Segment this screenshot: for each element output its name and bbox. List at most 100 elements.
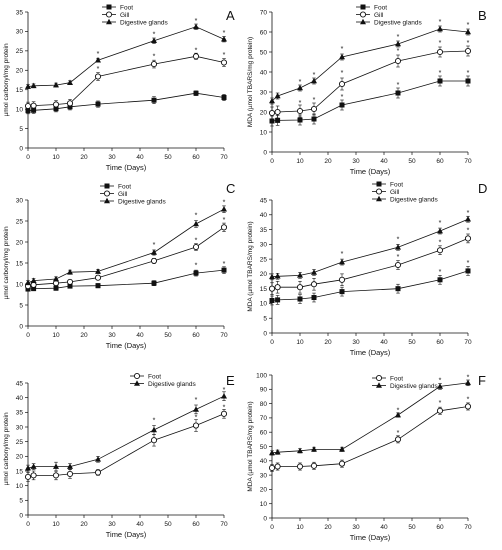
data-point — [193, 90, 199, 96]
x-tick-label: 70 — [464, 158, 472, 165]
data-point — [339, 289, 345, 295]
y-tick-label: 70 — [260, 415, 268, 422]
data-point — [268, 464, 276, 472]
legend-label: Foot — [374, 4, 387, 11]
legend-marker — [360, 4, 366, 10]
significance-asterisk: * — [397, 254, 400, 261]
series-line — [271, 406, 469, 469]
series-digestive-glands — [269, 215, 471, 281]
x-tick-label: 30 — [352, 339, 360, 346]
x-tick-label: 60 — [436, 158, 444, 165]
data-point — [437, 25, 443, 32]
x-tick-label: 0 — [26, 521, 30, 528]
legend-label: Foot — [118, 183, 131, 190]
y-tick-label: 15 — [16, 468, 24, 475]
significance-asterisk: * — [299, 79, 302, 86]
series-foot — [24, 409, 228, 482]
chart-panel-f: 0 10 20 30 40 50 60 70 0 10 20 30 40 50 60 70 80 90 100 Tim… — [247, 372, 486, 542]
y-tick-label: 40 — [260, 212, 268, 219]
axis-lines — [27, 12, 224, 149]
x-tick-label: 70 — [220, 154, 228, 161]
y-tick-label: 10 — [16, 281, 24, 288]
chart-panel-e: 0 10 20 30 40 50 60 70 0 5 10 15 20 25 30 35 40 45 Time (D… — [3, 372, 235, 539]
legend-marker — [103, 190, 111, 197]
legend-marker — [375, 188, 383, 195]
data-point — [95, 101, 101, 107]
series-digestive-glands — [269, 25, 471, 105]
significance-asterisk: * — [439, 220, 442, 227]
data-point — [436, 48, 444, 56]
y-tick-label: 35 — [16, 410, 24, 417]
significance-asterisk: * — [195, 397, 198, 404]
x-tick-label: 40 — [380, 524, 388, 531]
series-line — [271, 28, 469, 102]
chart-panel-b: 0 10 20 30 40 50 60 70 0 10 20 30 40 50 60 70 Time (Days… — [247, 4, 487, 176]
x-tick-label: 30 — [108, 154, 116, 161]
data-point — [94, 469, 102, 476]
legend-marker — [360, 18, 366, 25]
x-tick-label: 30 — [352, 524, 360, 531]
x-tick-label: 50 — [164, 332, 172, 339]
data-point — [151, 249, 157, 255]
significance-asterisk: * — [153, 418, 156, 425]
data-point — [269, 297, 275, 303]
significance-asterisk: * — [467, 210, 470, 217]
x-axis-title: Time (Days) — [106, 163, 147, 172]
series-line — [271, 382, 469, 454]
data-point — [395, 286, 401, 292]
y-tick-label: 20 — [260, 271, 268, 278]
y-tick-label: 10 — [16, 483, 24, 490]
data-point — [269, 118, 275, 124]
x-tick-label: 20 — [324, 524, 332, 531]
y-tick-label: 0 — [19, 323, 23, 330]
significance-asterisk: * — [223, 261, 226, 268]
significance-asterisk: * — [467, 70, 470, 77]
y-tick-label: 45 — [260, 197, 268, 204]
x-tick-label: 60 — [192, 521, 200, 528]
y-tick-label: 20 — [16, 239, 24, 246]
chart-panel-d: 0 10 20 30 40 50 60 70 0 5 10 15 20 25 30 35 40 45 Time (D… — [247, 181, 487, 357]
x-tick-label: 70 — [220, 332, 228, 339]
panel-letter: D — [478, 181, 487, 196]
series-gill — [24, 52, 228, 111]
x-tick-label: 40 — [136, 332, 144, 339]
x-tick-label: 20 — [80, 332, 88, 339]
data-point — [150, 437, 158, 444]
series-digestive-glands — [25, 205, 227, 286]
y-tick-label: 90 — [260, 387, 268, 394]
data-point — [464, 403, 472, 410]
data-point — [24, 473, 32, 480]
data-point — [339, 53, 345, 60]
significance-asterisk: * — [223, 404, 226, 411]
y-tick-label: 100 — [256, 372, 267, 379]
legend-label: Digestive glands — [390, 383, 438, 390]
significance-asterisk: * — [97, 51, 100, 58]
data-point — [24, 102, 32, 110]
data-point — [394, 261, 402, 269]
significance-asterisk: * — [223, 200, 226, 207]
legend-label: Gill — [390, 189, 400, 196]
data-point — [436, 407, 444, 414]
y-tick-label: 35 — [16, 9, 24, 16]
data-point — [67, 79, 73, 86]
significance-asterisk: * — [467, 397, 470, 404]
significance-asterisk: * — [467, 374, 470, 381]
data-point — [66, 470, 74, 477]
data-point — [465, 78, 471, 84]
legend-label: Digestive glands — [120, 19, 168, 26]
data-point — [67, 269, 73, 275]
data-point — [437, 277, 443, 283]
series-gill — [24, 222, 228, 290]
data-point — [297, 84, 303, 91]
x-tick-label: 60 — [436, 524, 444, 531]
legend-label: Foot — [390, 181, 403, 188]
y-tick-label: 10 — [260, 301, 268, 308]
x-tick-label: 30 — [108, 332, 116, 339]
x-tick-label: 40 — [136, 154, 144, 161]
data-point — [310, 281, 318, 288]
data-point — [297, 272, 303, 278]
significance-asterisk: * — [397, 430, 400, 437]
